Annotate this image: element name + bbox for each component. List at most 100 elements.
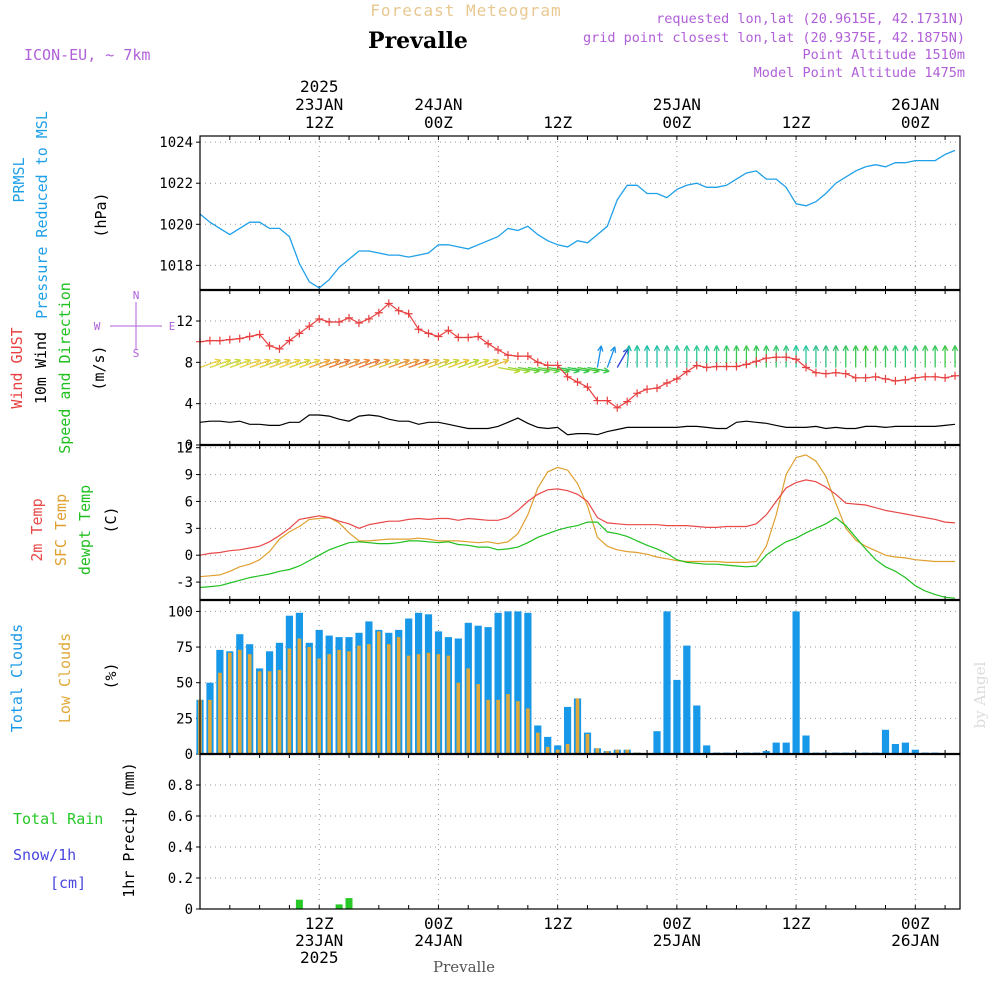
ytick-label: -3 [176,575,193,591]
gust-marker [454,333,463,342]
top-time-label: 12Z [305,113,334,132]
low-cloud-bar [496,699,500,754]
wind-direction-arrow [368,358,391,369]
total-cloud-bar [703,745,711,754]
gust-marker [503,351,512,360]
gust-marker [513,352,522,361]
wind-direction-arrow [477,358,500,369]
wind-direction-arrow [378,358,400,369]
wind-direction-arrow [239,358,261,369]
arrow-head [343,358,350,361]
arrow-head [424,359,430,365]
total-cloud-bar [881,729,890,754]
arrow-shaft [438,359,460,369]
gust-marker [215,336,224,345]
arrow-head [696,345,700,352]
arrow-head [492,358,499,361]
low-cloud-bar [476,684,480,754]
wind-direction-arrow [616,347,629,368]
top-time-label: 24JAN [414,95,462,114]
ytick-label: 1024 [159,135,193,151]
bottom-time-label: 26JAN [891,931,939,950]
low-cloud-bar [367,644,371,754]
wind-direction-arrow [872,345,879,368]
arrow-head [765,345,770,352]
ytick-label: 3 [185,521,193,537]
snow-label: Snow/1h [13,846,76,864]
gust-line [199,302,956,409]
arrow-head [914,345,919,352]
arrow-head [666,345,671,352]
top-time-label: 23JAN [295,95,343,114]
sfc-temp-line [199,454,955,578]
arrow-head [656,345,661,352]
gust-label: Wind GUST [8,327,26,408]
wind-direction-arrow [902,345,909,368]
ytick-label: 0 [185,438,193,454]
gust-marker [593,396,602,405]
gust-marker [484,339,493,348]
gust-marker [434,332,443,341]
super-title: Forecast Meteogram [370,1,561,20]
arrow-shaft [587,366,610,372]
wind-direction-arrow [388,358,410,369]
arrow-head [313,358,321,361]
arrow-head [404,359,410,365]
arrow-head [216,359,222,365]
arrow-head [333,358,340,361]
arrow-head [663,345,668,352]
arrow-head [941,345,946,352]
ytick-label: 0.4 [168,840,193,856]
arrow-shaft [229,359,251,369]
pressure-unit: (hPa) [92,192,110,237]
wind-direction-arrow [358,358,381,369]
gust-marker [364,314,373,323]
low-cloud-bar [456,682,461,754]
arrow-head [494,359,500,365]
arrow-shaft [358,359,380,369]
gust-marker [394,306,403,315]
compass-e: E [169,320,176,333]
arrow-shaft [199,359,221,369]
arrow-head [502,358,509,361]
requested-coords: requested lon,lat (20.9615E, 42.1731N) [656,11,965,27]
wind-direction-arrow [643,345,651,368]
gust-marker [951,371,960,380]
gust-marker [891,376,900,385]
total-cloud-bar [762,751,770,754]
ytick-label: 25 [176,711,193,727]
gust-marker [553,361,562,370]
arrow-head [686,345,690,352]
arrow-shaft [259,359,281,369]
panel-pressure: 1018 1020 1022 1024 [159,135,961,291]
top-time-label: 25JAN [653,95,701,114]
arrow-head [643,345,648,352]
arrow-head [284,358,291,361]
arrow-head [628,345,632,352]
low-cloud-bar [486,699,490,754]
arrow-head [403,358,410,361]
arrow-head [832,345,837,352]
arrow-shaft [289,359,311,369]
arrow-shaft [606,346,616,368]
arrow-head [603,367,610,372]
wind-direction-arrow [606,346,617,368]
wind-direction-arrow [842,345,849,368]
arrow-shaft [616,348,629,368]
arrow-head [904,345,909,352]
grid-point-coords: grid point closest lon,lat (20.9375E, 42… [583,30,965,46]
wind-direction-arrow [633,345,641,368]
sfc-label: SFC Temp [52,494,70,566]
arrow-head [713,345,718,352]
gust-marker [792,355,801,364]
gust-marker [345,313,354,322]
arrow-head [855,345,859,352]
bottom-time-label: 23JAN [295,931,343,950]
arrow-head [745,345,750,352]
arrow-head [815,345,820,352]
arrow-head [775,345,780,352]
wind-direction-arrow [338,358,361,369]
arrow-head [706,345,710,352]
